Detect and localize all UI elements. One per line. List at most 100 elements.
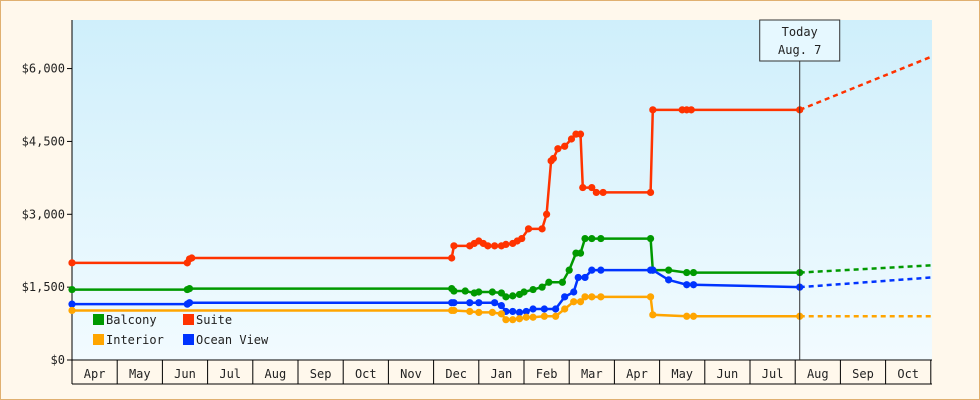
data-point[interactable]: [488, 308, 496, 316]
data-point[interactable]: [185, 285, 194, 293]
data-point[interactable]: [450, 306, 458, 315]
data-point[interactable]: [683, 281, 691, 289]
data-point[interactable]: [552, 305, 560, 313]
data-point[interactable]: [574, 273, 582, 282]
data-point[interactable]: [529, 305, 537, 313]
legend-item-ocean-view[interactable]: Ocean View: [183, 333, 269, 347]
data-point[interactable]: [518, 234, 526, 243]
data-point[interactable]: [570, 298, 578, 306]
data-point[interactable]: [488, 288, 496, 296]
data-point[interactable]: [188, 254, 196, 262]
data-point[interactable]: [461, 287, 469, 295]
data-point[interactable]: [592, 188, 600, 197]
data-point[interactable]: [646, 234, 655, 243]
data-point[interactable]: [475, 288, 483, 296]
data-point[interactable]: [545, 278, 553, 286]
data-point[interactable]: [576, 249, 585, 257]
data-point[interactable]: [597, 266, 605, 274]
data-point[interactable]: [599, 188, 607, 197]
x-tick-label: Jan: [491, 367, 513, 381]
data-point[interactable]: [502, 293, 510, 301]
data-point[interactable]: [450, 287, 458, 295]
data-point[interactable]: [579, 183, 587, 192]
data-point[interactable]: [597, 234, 605, 243]
data-point[interactable]: [552, 312, 560, 320]
data-point[interactable]: [491, 242, 499, 250]
data-point[interactable]: [597, 293, 605, 301]
data-point[interactable]: [475, 299, 483, 307]
legend-item-interior[interactable]: Interior: [93, 333, 164, 347]
data-point[interactable]: [450, 299, 458, 307]
data-point[interactable]: [509, 316, 517, 324]
x-tick-label: Jul: [219, 367, 241, 381]
data-point[interactable]: [683, 268, 691, 277]
data-point[interactable]: [687, 106, 695, 114]
data-point[interactable]: [665, 276, 673, 284]
data-point[interactable]: [561, 305, 569, 313]
data-point[interactable]: [683, 312, 691, 320]
data-point[interactable]: [68, 306, 76, 315]
data-point[interactable]: [649, 311, 657, 319]
data-point[interactable]: [515, 315, 524, 323]
data-point[interactable]: [565, 266, 573, 274]
data-point[interactable]: [520, 288, 528, 296]
data-point[interactable]: [570, 288, 578, 296]
data-point[interactable]: [450, 242, 458, 250]
data-point[interactable]: [543, 210, 551, 218]
data-point[interactable]: [185, 299, 194, 307]
data-point[interactable]: [689, 268, 698, 277]
legend-item-suite[interactable]: Suite: [183, 313, 232, 327]
data-point[interactable]: [524, 225, 533, 233]
data-point[interactable]: [522, 307, 530, 316]
data-point[interactable]: [561, 293, 569, 301]
data-point[interactable]: [491, 299, 499, 307]
data-point[interactable]: [509, 307, 517, 316]
data-point[interactable]: [576, 130, 585, 138]
data-point[interactable]: [540, 305, 548, 313]
data-point[interactable]: [497, 302, 505, 310]
data-point[interactable]: [561, 142, 569, 150]
data-point[interactable]: [515, 308, 524, 316]
data-point[interactable]: [665, 266, 673, 274]
data-point[interactable]: [649, 106, 657, 114]
x-tick-label: Mar: [581, 367, 603, 381]
data-point[interactable]: [581, 234, 589, 243]
data-point[interactable]: [466, 307, 474, 316]
data-point[interactable]: [646, 188, 655, 197]
data-point[interactable]: [497, 310, 505, 318]
data-point[interactable]: [68, 285, 76, 294]
data-point[interactable]: [558, 278, 567, 286]
data-point[interactable]: [549, 154, 557, 163]
data-point[interactable]: [588, 183, 596, 192]
data-point[interactable]: [509, 292, 517, 300]
data-point[interactable]: [448, 254, 456, 262]
data-point[interactable]: [502, 240, 510, 248]
data-point[interactable]: [540, 312, 548, 320]
data-point[interactable]: [588, 266, 596, 274]
x-tick-label: Nov: [400, 367, 422, 381]
data-point[interactable]: [581, 293, 589, 301]
data-point[interactable]: [554, 145, 562, 153]
data-point[interactable]: [502, 316, 510, 324]
data-point[interactable]: [68, 300, 76, 308]
data-point[interactable]: [475, 308, 483, 316]
data-point[interactable]: [68, 259, 76, 267]
data-point[interactable]: [529, 313, 537, 321]
data-point[interactable]: [588, 293, 596, 301]
data-point[interactable]: [689, 281, 698, 289]
legend-item-balcony[interactable]: Balcony: [93, 313, 157, 327]
data-point[interactable]: [538, 225, 546, 233]
data-point[interactable]: [689, 312, 698, 320]
data-point[interactable]: [567, 135, 576, 143]
data-point[interactable]: [522, 313, 530, 321]
data-point[interactable]: [466, 299, 474, 307]
data-point[interactable]: [649, 266, 657, 274]
x-tick-label: Sep: [852, 367, 874, 381]
data-point[interactable]: [588, 234, 596, 243]
data-point[interactable]: [576, 298, 585, 306]
data-point[interactable]: [529, 285, 537, 294]
data-point[interactable]: [646, 293, 655, 301]
data-point[interactable]: [484, 242, 492, 250]
data-point[interactable]: [581, 273, 589, 282]
data-point[interactable]: [538, 283, 546, 291]
